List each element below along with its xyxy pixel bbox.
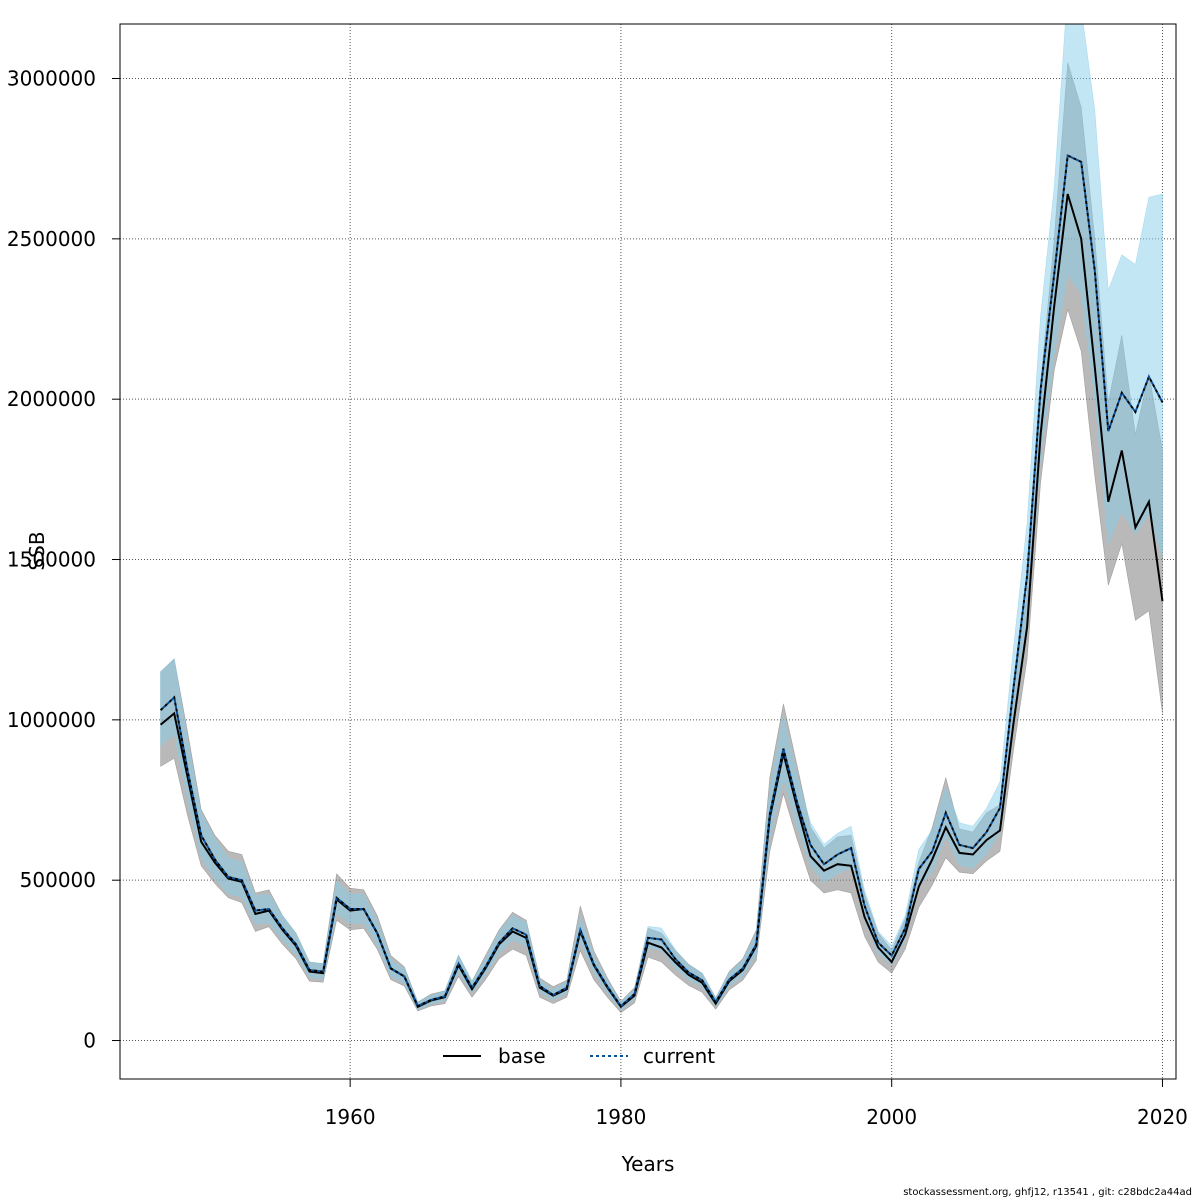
x-tick-label: 2020 [1137,1105,1188,1129]
x-axis: 1960 1980 2000 2020 [325,1079,1188,1129]
legend: base current [443,1044,715,1068]
y-tick-label: 3000000 [7,67,96,91]
line-base [159,193,1164,1009]
grid-lines [120,24,1176,1079]
x-axis-title: Years [621,1152,675,1176]
line-current [159,153,1164,1008]
band-base [160,62,1163,1014]
y-axis: 0 500000 1000000 1500000 2000000 2500000 30000… [7,67,120,1053]
line-current-alt [159,153,1164,1008]
y-tick-label: 2500000 [7,227,96,251]
y-tick-label: 500000 [20,868,96,892]
x-tick-label: 2000 [866,1105,917,1129]
x-tick-label: 1960 [325,1105,376,1129]
confidence-bands [160,24,1163,1014]
legend-label-current: current [643,1044,715,1068]
y-tick-label: 1500000 [7,548,96,572]
y-tick-label: 2000000 [7,387,96,411]
y-tick-label: 0 [83,1029,96,1053]
y-tick-label: 1000000 [7,708,96,732]
band-current [160,24,1163,1011]
footer-credit: stockassessment.org, ghfj12, r13541 , gi… [903,1187,1192,1198]
plot-frame [119,23,1177,1080]
y-axis-title: SSB [25,531,49,570]
legend-label-base: base [498,1044,546,1068]
series-lines [159,153,1164,1009]
x-tick-label: 1980 [595,1105,646,1129]
